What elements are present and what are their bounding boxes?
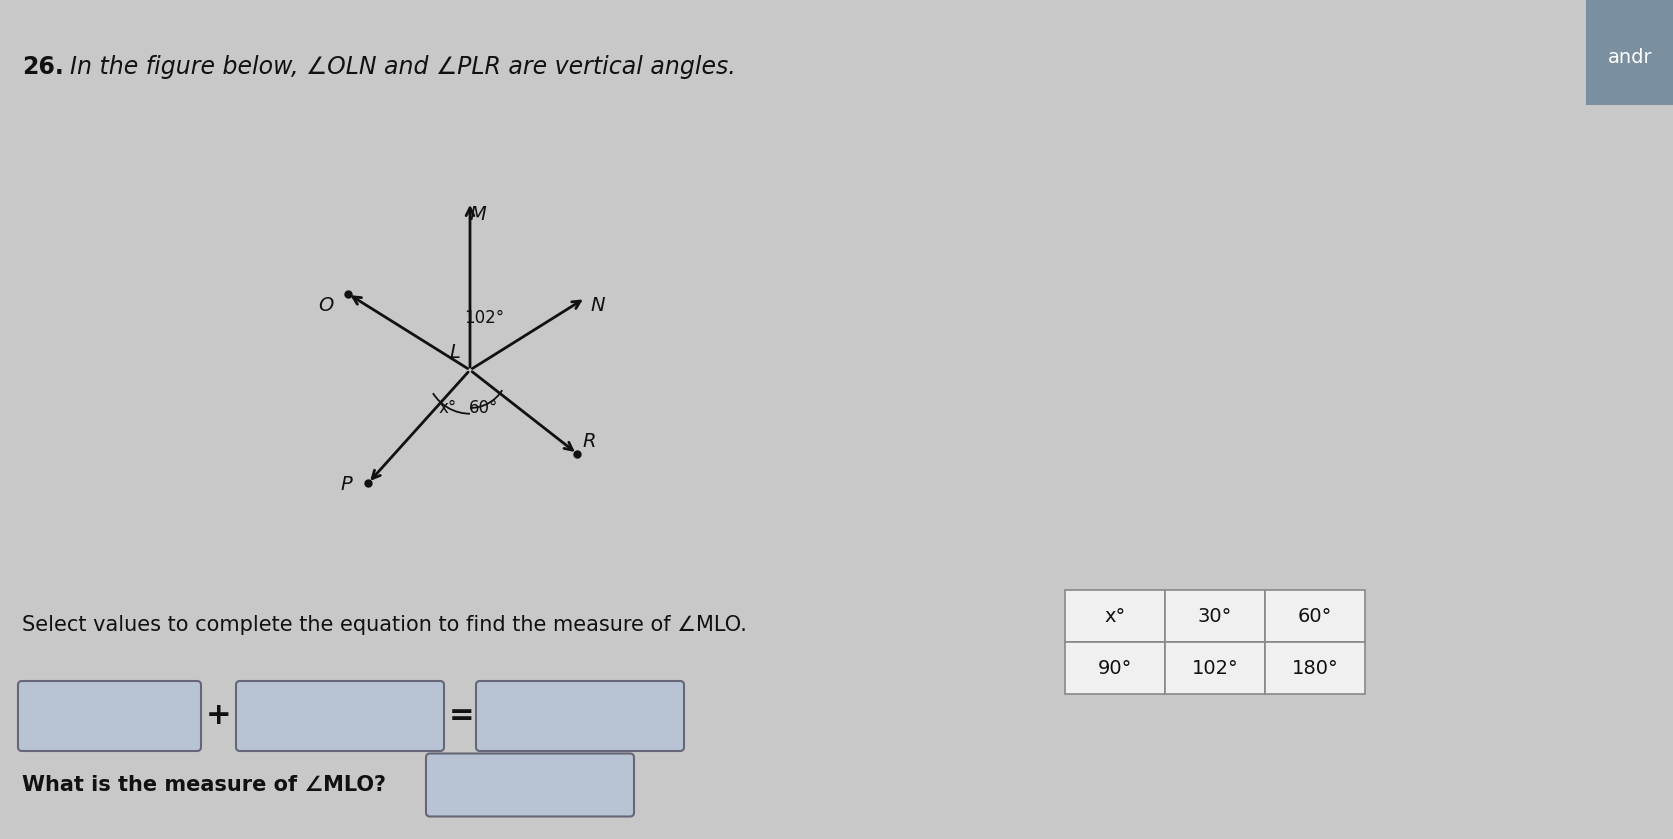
Text: What is the measure of ∠MLO?: What is the measure of ∠MLO? bbox=[22, 775, 386, 795]
Text: R: R bbox=[582, 432, 596, 451]
Bar bbox=[1064, 590, 1164, 642]
Bar bbox=[1265, 590, 1363, 642]
Text: 102°: 102° bbox=[463, 309, 504, 327]
Text: 102°: 102° bbox=[1191, 659, 1238, 678]
Bar bbox=[1064, 642, 1164, 694]
FancyBboxPatch shape bbox=[475, 681, 684, 751]
Bar bbox=[1164, 590, 1265, 642]
Bar bbox=[1584, 0, 1673, 105]
Text: 180°: 180° bbox=[1292, 659, 1338, 678]
Text: +: + bbox=[206, 701, 231, 731]
FancyBboxPatch shape bbox=[236, 681, 443, 751]
Text: L: L bbox=[450, 342, 460, 362]
Text: =: = bbox=[448, 701, 475, 731]
Text: 26.: 26. bbox=[22, 55, 64, 79]
Text: M: M bbox=[470, 205, 487, 223]
Text: P: P bbox=[340, 476, 351, 494]
FancyBboxPatch shape bbox=[425, 753, 634, 816]
Text: 90°: 90° bbox=[1097, 659, 1131, 678]
Bar bbox=[1265, 642, 1363, 694]
Text: andr: andr bbox=[1606, 49, 1651, 67]
Text: 60°: 60° bbox=[1297, 607, 1332, 626]
FancyBboxPatch shape bbox=[18, 681, 201, 751]
Text: 30°: 30° bbox=[1198, 607, 1231, 626]
Text: O: O bbox=[318, 296, 333, 315]
Text: 60°: 60° bbox=[468, 399, 499, 417]
Text: In the figure below, ∠OLN and ∠PLR are vertical angles.: In the figure below, ∠OLN and ∠PLR are v… bbox=[70, 55, 736, 79]
Bar bbox=[1164, 642, 1265, 694]
Text: Select values to complete the equation to find the measure of ∠MLO.: Select values to complete the equation t… bbox=[22, 615, 746, 635]
Text: N: N bbox=[589, 296, 604, 315]
Text: x°: x° bbox=[1104, 607, 1124, 626]
Text: x°: x° bbox=[438, 399, 457, 417]
